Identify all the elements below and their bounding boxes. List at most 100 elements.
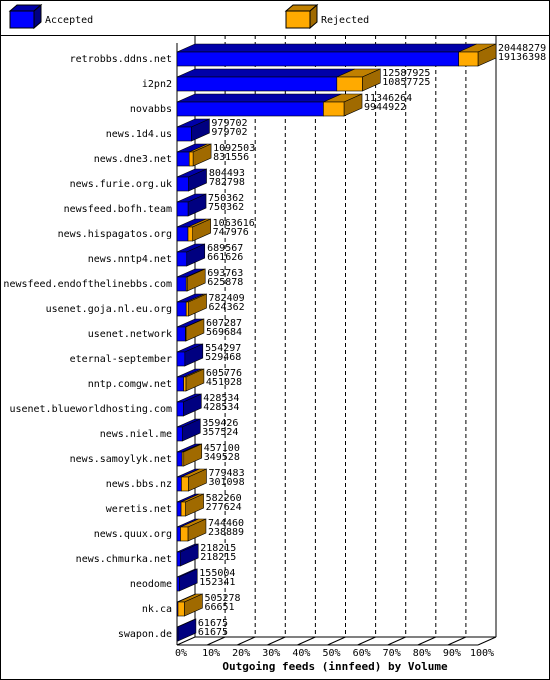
accepted-bar [176,351,186,367]
value-label: 779483 [208,468,244,479]
x-tick-label: 60% [353,648,371,659]
category-label: news.nntp4.net [88,254,172,265]
accepted-bar-top [176,68,355,78]
x-tick [357,636,376,646]
value-label: 693763 [207,268,243,279]
x-tick [477,636,497,646]
accepted-bar [176,276,187,292]
category-label: newsfeed.bofh.team [64,204,172,215]
category-label: nk.ca [142,604,172,615]
accepted-bar [176,76,338,92]
x-axis-title: Outgoing feeds (innfeed) by Volume [222,660,448,673]
rejected-bar [181,476,189,492]
value-label: 607287 [206,318,242,329]
rejected-bar [180,501,186,517]
value-label: 1063616 [213,218,255,229]
category-label: newsfeed.endofthelinebbs.com [3,279,172,290]
category-label: swapon.de [118,629,172,640]
legend-label: Accepted [45,15,93,26]
value-label: 554297 [205,343,241,354]
x-tick [417,636,437,646]
value-label: 10857725 [382,77,430,88]
value-label: 218215 [200,552,236,563]
value-label: 61675 [198,627,228,638]
category-label: neodome [130,579,172,590]
value-label: 624362 [209,302,245,313]
rejected-bar [181,451,185,467]
value-label: 979702 [211,127,247,138]
x-tick [236,636,256,646]
value-label: 625878 [207,277,243,288]
category-label: news.furie.org.uk [70,179,172,190]
value-label: 301098 [208,477,244,488]
accepted-bar [176,201,189,217]
value-label: 505278 [204,593,240,604]
value-label: 750362 [208,202,244,213]
category-label: i2pn2 [142,79,172,90]
category-label: usenet.goja.nl.eu.org [46,304,172,315]
rejected-bar [183,376,187,392]
category-label: news.quux.org [94,529,172,540]
rejected-bar [188,151,194,167]
category-label: novabbs [130,104,172,115]
value-label: 428534 [203,393,239,404]
x-tick-label: 50% [322,648,340,659]
x-tick [447,636,467,646]
x-tick [176,636,196,646]
value-label: 661626 [207,252,243,263]
value-label: 451028 [206,377,242,388]
value-label: 782798 [209,177,245,188]
x-tick-label: 40% [292,648,310,659]
accepted-bar [176,151,190,167]
category-label: nntp.comgw.net [88,379,172,390]
value-label: 238889 [208,527,244,538]
value-label: 155004 [199,568,235,579]
category-label: news.niel.me [100,429,172,440]
value-label: 689567 [207,243,243,254]
x-tick-label: 80% [413,648,431,659]
legend-swatch [285,10,311,29]
accepted-bar [176,451,183,467]
accepted-bar [176,126,192,142]
value-label: 357524 [202,427,238,438]
value-label: 979702 [211,118,247,129]
value-label: 152341 [199,577,235,588]
category-label: eternal-september [70,354,172,365]
x-tick-label: 10% [202,648,220,659]
x-tick [206,636,226,646]
value-label: 782409 [209,293,245,304]
accepted-bar [176,626,179,642]
category-label: weretis.net [106,504,172,515]
value-label: 750362 [208,193,244,204]
accepted-bar [176,326,186,342]
value-label: 20448279 [498,43,546,54]
category-label: news.1d4.us [106,129,172,140]
x-tick-label: 0% [175,648,187,659]
accepted-bar [176,476,182,492]
rejected-bar [187,226,193,242]
accepted-bar [176,251,188,267]
accepted-bar [176,426,183,442]
accepted-bar [176,226,189,242]
accepted-bar [176,376,184,392]
value-label: 277624 [206,502,242,513]
accepted-bar [176,501,182,517]
value-label: 457100 [204,443,240,454]
category-label: usenet.blueworldhosting.com [9,404,172,415]
category-label: news.hispagatos.org [58,229,172,240]
x-tick-label: 30% [262,648,280,659]
value-label: 605776 [206,368,242,379]
accepted-bar-top [176,43,477,53]
accepted-bar [176,176,189,192]
value-label: 804493 [209,168,245,179]
rejected-bar [458,51,479,67]
x-tick [387,636,406,646]
value-label: 831556 [213,152,249,163]
rejected-bar [323,101,345,117]
value-label: 529468 [205,352,241,363]
accepted-bar [176,401,184,417]
legend-label: Rejected [321,15,369,26]
accepted-bar [176,101,324,117]
category-label: news.chmurka.net [76,554,172,565]
